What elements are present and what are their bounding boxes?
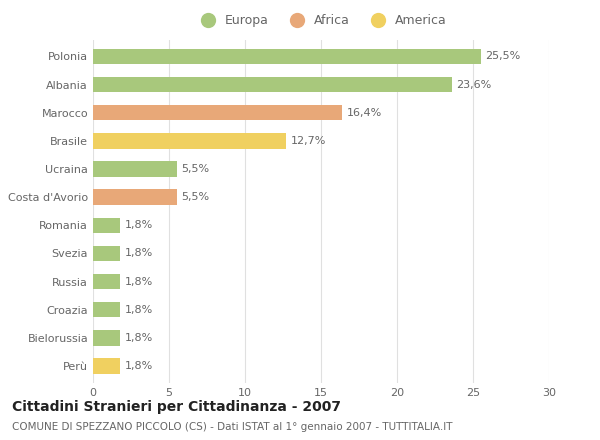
- Text: 25,5%: 25,5%: [485, 51, 520, 62]
- Text: COMUNE DI SPEZZANO PICCOLO (CS) - Dati ISTAT al 1° gennaio 2007 - TUTTITALIA.IT: COMUNE DI SPEZZANO PICCOLO (CS) - Dati I…: [12, 422, 452, 433]
- Bar: [93, 105, 342, 121]
- Text: 1,8%: 1,8%: [125, 333, 153, 343]
- Bar: [93, 358, 121, 374]
- Bar: [93, 217, 121, 233]
- Bar: [93, 77, 452, 92]
- Bar: [93, 133, 286, 149]
- Text: 1,8%: 1,8%: [125, 361, 153, 371]
- Legend: Europa, Africa, America: Europa, Africa, America: [193, 12, 449, 30]
- Text: 12,7%: 12,7%: [290, 136, 326, 146]
- Text: 1,8%: 1,8%: [125, 304, 153, 315]
- Bar: [93, 302, 121, 317]
- Text: 16,4%: 16,4%: [347, 108, 382, 118]
- Bar: [93, 189, 176, 205]
- Text: Cittadini Stranieri per Cittadinanza - 2007: Cittadini Stranieri per Cittadinanza - 2…: [12, 400, 341, 414]
- Text: 1,8%: 1,8%: [125, 276, 153, 286]
- Text: 5,5%: 5,5%: [181, 164, 209, 174]
- Bar: [93, 274, 121, 289]
- Bar: [93, 330, 121, 345]
- Bar: [93, 49, 481, 64]
- Text: 1,8%: 1,8%: [125, 220, 153, 230]
- Text: 23,6%: 23,6%: [456, 80, 491, 90]
- Text: 5,5%: 5,5%: [181, 192, 209, 202]
- Bar: [93, 246, 121, 261]
- Text: 1,8%: 1,8%: [125, 249, 153, 258]
- Bar: [93, 161, 176, 177]
